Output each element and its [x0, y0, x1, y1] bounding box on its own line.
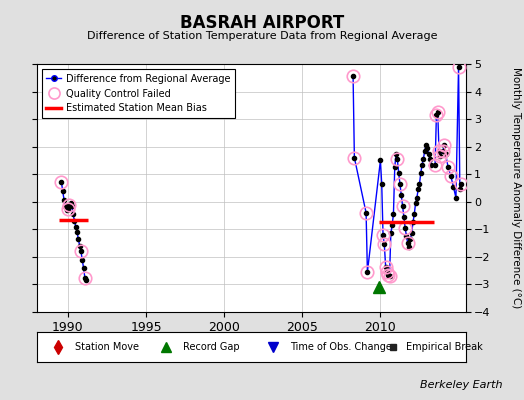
Text: Difference of Station Temperature Data from Regional Average: Difference of Station Temperature Data f… — [87, 31, 437, 41]
Text: Station Move: Station Move — [75, 342, 139, 352]
Text: Empirical Break: Empirical Break — [406, 342, 483, 352]
Legend: Difference from Regional Average, Quality Control Failed, Estimated Station Mean: Difference from Regional Average, Qualit… — [41, 69, 235, 118]
Text: Monthly Temperature Anomaly Difference (°C): Monthly Temperature Anomaly Difference (… — [511, 67, 521, 309]
Text: Time of Obs. Change: Time of Obs. Change — [290, 342, 392, 352]
Text: Record Gap: Record Gap — [183, 342, 239, 352]
Text: BASRAH AIRPORT: BASRAH AIRPORT — [180, 14, 344, 32]
Text: Berkeley Earth: Berkeley Earth — [420, 380, 503, 390]
